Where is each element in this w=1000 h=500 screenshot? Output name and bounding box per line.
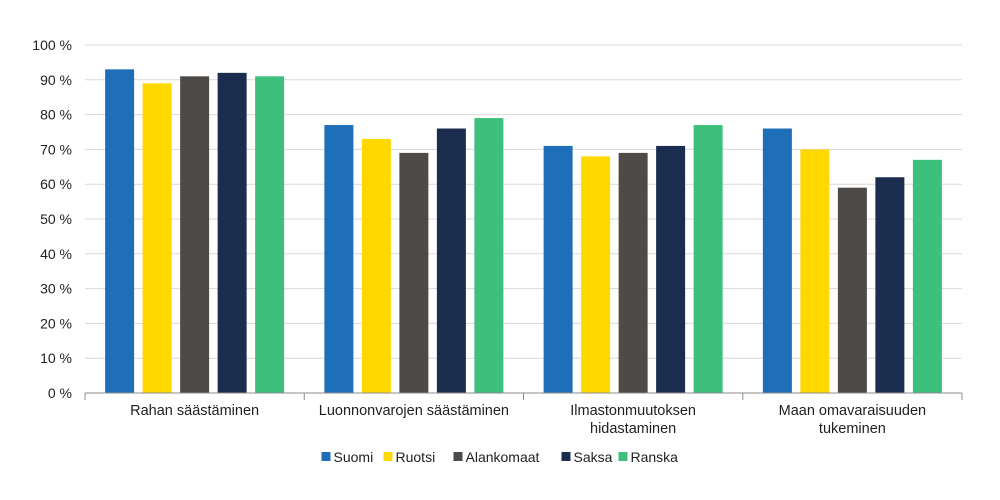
bar-saksa bbox=[436, 128, 466, 393]
bar-ranska bbox=[255, 76, 285, 393]
bar-suomi bbox=[324, 125, 354, 393]
bar-saksa bbox=[875, 177, 905, 393]
y-tick-label: 70 % bbox=[40, 141, 72, 157]
legend-swatch-suomi bbox=[321, 452, 331, 461]
bar-saksa bbox=[217, 72, 247, 393]
category-label: tukeminen bbox=[819, 421, 886, 437]
bar-ruotsi bbox=[361, 138, 391, 393]
legend-label-ruotsi: Ruotsi bbox=[396, 449, 436, 465]
bar-alankomaat bbox=[399, 152, 429, 393]
bar-ranska bbox=[912, 159, 942, 393]
y-tick-label: 30 % bbox=[40, 281, 72, 297]
bar-alankomaat bbox=[837, 187, 867, 393]
y-tick-label: 20 % bbox=[40, 315, 72, 331]
legend-label-alankomaat: Alankomaat bbox=[466, 449, 540, 465]
y-tick-label: 60 % bbox=[40, 176, 72, 192]
legend-label-ranska: Ranska bbox=[631, 449, 679, 465]
bar-suomi bbox=[105, 69, 135, 394]
y-tick-label: 40 % bbox=[40, 246, 72, 262]
y-tick-label: 10 % bbox=[40, 350, 72, 366]
category-labels: Rahan säästäminen Luonnonvarojen säästämi… bbox=[130, 403, 926, 437]
y-axis-ticks: 0 % 10 % 20 % 30 % 40 % 50 % 60 % 70 % 80 % 90 % 1… bbox=[32, 37, 72, 401]
y-tick-label: 0 % bbox=[48, 385, 72, 401]
y-tick-label: 50 % bbox=[40, 211, 72, 227]
legend-label-suomi: Suomi bbox=[334, 449, 374, 465]
x-axis bbox=[84, 392, 963, 400]
legend-swatch-saksa bbox=[561, 452, 571, 461]
category-label: Luonnonvarojen säästäminen bbox=[319, 403, 509, 419]
y-tick-label: 90 % bbox=[40, 72, 72, 88]
legend: Suomi Ruotsi Alankomaat Saksa Ranska bbox=[321, 449, 679, 465]
bars bbox=[105, 69, 942, 394]
bar-ranska bbox=[693, 125, 723, 393]
legend-swatch-alankomaat bbox=[453, 452, 463, 461]
bar-ruotsi bbox=[581, 156, 611, 393]
bar-alankomaat bbox=[618, 152, 648, 393]
category-label: Ilmastonmuutoksen bbox=[570, 403, 696, 419]
category-label: Rahan säästäminen bbox=[130, 403, 259, 419]
legend-label-saksa: Saksa bbox=[574, 449, 613, 465]
bar-saksa bbox=[656, 145, 686, 393]
bar-suomi bbox=[543, 145, 573, 393]
bar-ruotsi bbox=[800, 149, 830, 393]
bar-suomi bbox=[762, 128, 792, 393]
category-label: hidastaminen bbox=[590, 421, 676, 437]
bar-alankomaat bbox=[180, 76, 210, 393]
y-tick-label: 100 % bbox=[32, 37, 72, 53]
legend-swatch-ranska bbox=[618, 452, 628, 461]
y-tick-label: 80 % bbox=[40, 107, 72, 123]
gridlines bbox=[85, 44, 962, 359]
legend-swatch-ruotsi bbox=[383, 452, 393, 461]
bar-ranska bbox=[474, 118, 504, 393]
category-label: Maan omavaraisuuden bbox=[779, 403, 927, 419]
bar-ruotsi bbox=[142, 83, 172, 393]
